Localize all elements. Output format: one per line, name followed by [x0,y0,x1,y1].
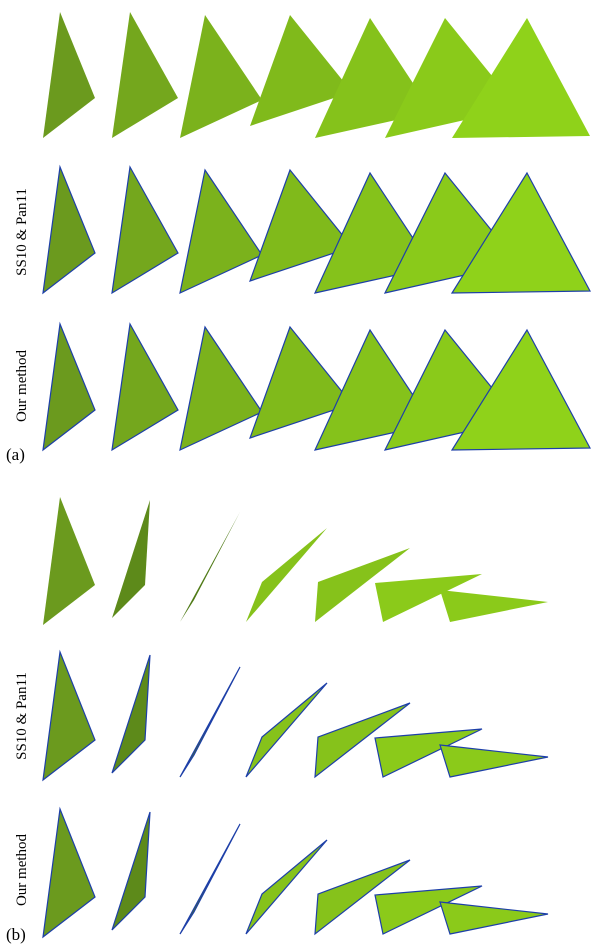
row-label: SS10 & Pan11 [14,672,30,760]
panel-label: (a) [6,445,25,464]
input-triangles [43,497,548,625]
panel-label: (b) [6,925,26,944]
row-label: Our method [14,833,30,906]
voxel-row-ss10 [43,167,590,293]
voxel-row-ss10 [43,652,548,780]
voxel-row-ours [43,324,590,450]
row-label: Our method [14,349,30,422]
figure: SS10 & Pan11 Our method (a) SS10 & Pan11… [0,0,595,947]
panel-b: SS10 & Pan11 Our method (b) [6,497,548,944]
panel-a: SS10 & Pan11 Our method (a) [6,12,590,464]
voxel-row-ours [43,809,548,937]
input-triangles [43,12,590,138]
row-label: SS10 & Pan11 [14,188,30,276]
